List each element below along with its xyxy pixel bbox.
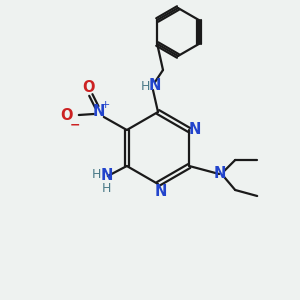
Text: −: − [70,118,80,131]
Text: H: H [140,80,150,94]
Text: H: H [92,167,101,181]
Text: N: N [155,184,167,199]
Text: O: O [82,80,95,94]
Text: N: N [214,167,226,182]
Text: O: O [61,109,73,124]
Text: +: + [101,100,110,110]
Text: N: N [149,77,161,92]
Text: N: N [100,169,113,184]
Text: H: H [102,182,112,194]
Text: N: N [189,122,201,136]
Text: N: N [93,104,105,119]
